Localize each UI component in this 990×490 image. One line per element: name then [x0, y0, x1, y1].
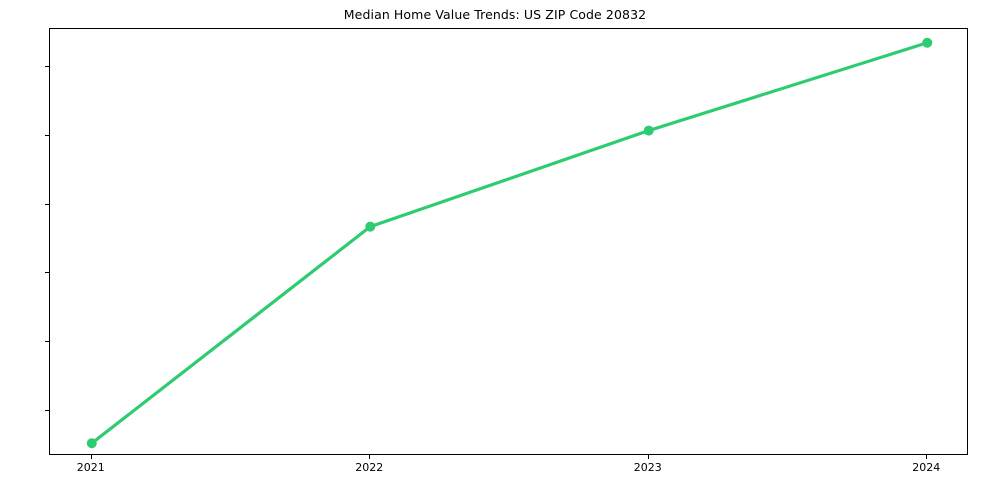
data-point-2021	[86, 438, 97, 449]
x-axis-tick-label: 2022	[355, 461, 384, 474]
x-axis-tick-label: 2021	[76, 461, 105, 474]
plot-area	[49, 28, 968, 455]
data-point-2024	[922, 37, 933, 48]
data-series-markers	[86, 37, 933, 449]
data-point-2023	[643, 125, 654, 136]
data-point-2022	[365, 221, 376, 232]
chart-title: Median Home Value Trends: US ZIP Code 20…	[343, 7, 647, 22]
x-axis-tick-label: 2023	[633, 461, 662, 474]
x-axis-tick-label: 2024	[912, 461, 941, 474]
line-chart-svg	[86, 37, 933, 449]
data-series-line	[90, 41, 929, 445]
